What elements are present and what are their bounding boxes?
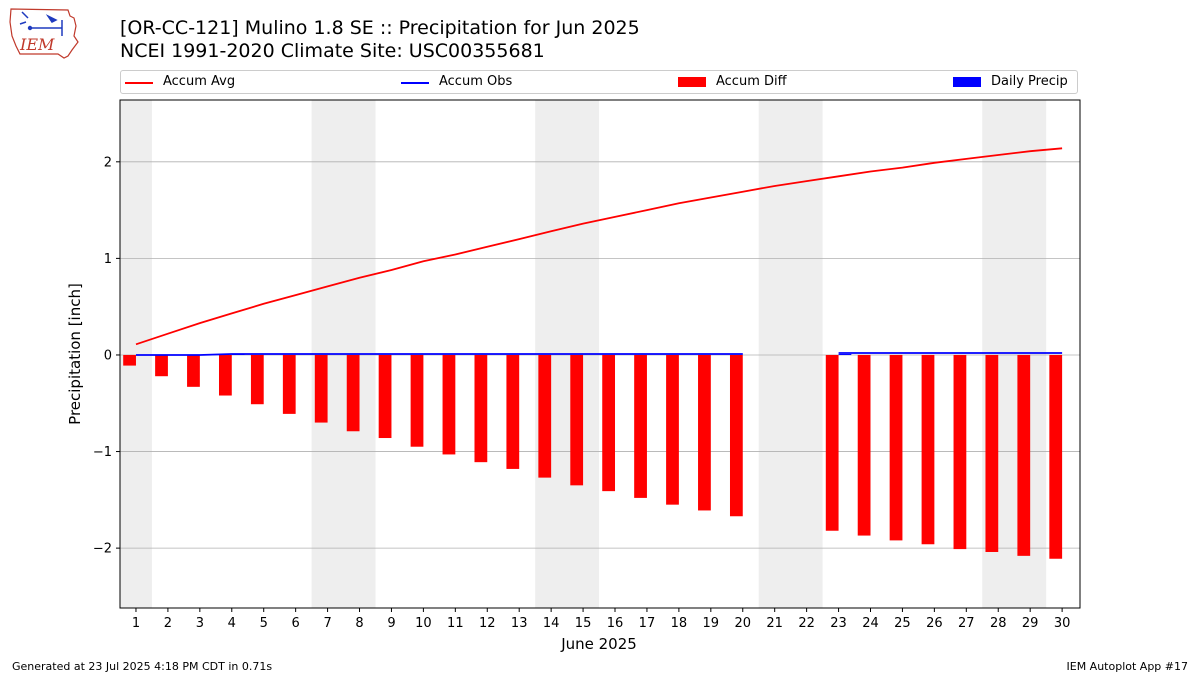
legend-item-accum-avg: Accum Avg	[125, 74, 275, 92]
legend-label-accum-obs: Accum Obs	[439, 74, 513, 89]
accum-obs-line	[136, 353, 743, 356]
x-tick-label: 17	[639, 616, 656, 631]
legend: Accum Avg Accum Obs Accum Diff Daily Pre…	[120, 70, 1078, 94]
legend-swatch-accum-obs	[401, 82, 429, 84]
x-tick-label: 28	[990, 616, 1007, 631]
x-tick-label: 26	[926, 616, 943, 631]
x-tick-label: 19	[703, 616, 720, 631]
y-tick-label: 1	[104, 252, 112, 267]
footer-app: IEM Autoplot App #17	[1066, 660, 1189, 673]
footer-generated: Generated at 23 Jul 2025 4:18 PM CDT in …	[12, 660, 273, 673]
x-tick-label: 27	[958, 616, 975, 631]
accum-diff-bar	[155, 354, 168, 377]
legend-label-accum-diff: Accum Diff	[716, 74, 787, 89]
x-tick-label: 3	[196, 616, 204, 631]
legend-swatch-accum-avg	[125, 82, 153, 84]
x-axis-label: June 2025	[560, 635, 637, 653]
x-tick-label: 20	[734, 616, 751, 631]
x-tick-label: 13	[511, 616, 528, 631]
accum-diff-bar	[506, 354, 520, 469]
accum-diff-bar	[889, 354, 903, 541]
x-axis: 1 2 3 4 5 6 7 8 9 10 11 12 13 14 15 16 17 18 19 20 21 22 23 24 2…	[132, 608, 1071, 631]
y-tick-label: 0	[104, 348, 112, 363]
x-tick-label: 25	[894, 616, 911, 631]
accum-avg-line	[135, 147, 1063, 346]
chart-title: [OR-CC-121] Mulino 1.8 SE :: Precipitati…	[120, 17, 640, 39]
x-tick-label: 10	[415, 616, 432, 631]
x-tick-label: 23	[830, 616, 847, 631]
accum-diff-bar	[219, 354, 232, 396]
accum-diff-bar	[123, 354, 136, 366]
legend-item-daily-precip: Daily Precip	[953, 74, 1075, 92]
x-tick-label: 6	[292, 616, 300, 631]
x-tick-label: 18	[671, 616, 688, 631]
accum-diff-bar	[1049, 354, 1063, 559]
accum-diff-bar	[666, 354, 679, 505]
iem-logo-graphic: IEM	[9, 8, 79, 59]
y-tick-label: −2	[93, 542, 112, 557]
accum-diff-bar	[250, 354, 264, 405]
accum-diff-bar	[634, 354, 647, 498]
x-tick-label: 30	[1054, 616, 1071, 631]
accum-diff-bar	[1017, 354, 1031, 556]
x-tick-label: 5	[260, 616, 268, 631]
accum-diff-bar	[282, 354, 296, 414]
x-tick-label: 9	[387, 616, 395, 631]
legend-label-daily-precip: Daily Precip	[991, 74, 1068, 89]
x-tick-label: 24	[862, 616, 879, 631]
accum-diff-bar	[474, 354, 488, 463]
x-tick-label: 8	[355, 616, 363, 631]
accum-diff-bar	[921, 354, 935, 545]
x-tick-label: 2	[164, 616, 172, 631]
y-axis-label: Precipitation [inch]	[66, 283, 84, 425]
y-axis: −2 −1 0 1 2	[93, 155, 120, 557]
accum-diff-bar	[857, 354, 871, 536]
accum-diff-bar	[602, 354, 616, 492]
accum-diff-bar	[729, 354, 743, 517]
x-tick-label: 4	[228, 616, 236, 631]
accum-diff-bar	[953, 354, 967, 550]
y-tick-label: 2	[104, 155, 112, 170]
accum-diff-bar	[985, 354, 999, 552]
x-tick-label: 12	[479, 616, 496, 631]
x-tick-label: 29	[1022, 616, 1039, 631]
daily-precip-bar	[838, 354, 852, 355]
x-tick-label: 1	[132, 616, 140, 631]
accum-diff-bar	[442, 354, 456, 455]
plot-frame	[119, 99, 1081, 609]
legend-label-accum-avg: Accum Avg	[163, 74, 236, 89]
x-tick-label: 11	[447, 616, 464, 631]
x-tick-label: 15	[575, 616, 592, 631]
accum-diff-bar	[570, 354, 584, 486]
chart-subtitle: NCEI 1991-2020 Climate Site: USC00355681	[120, 40, 545, 62]
accum-diff-bar	[538, 354, 552, 478]
series-lines	[135, 147, 1063, 356]
accum-diff-bar	[378, 354, 392, 439]
weekend-band	[758, 100, 823, 608]
legend-swatch-accum-diff	[678, 77, 706, 87]
weekend-band	[120, 100, 152, 608]
iem-logo: IEM	[8, 6, 82, 60]
legend-swatch-daily-precip	[953, 77, 981, 87]
x-tick-label: 14	[543, 616, 560, 631]
legend-item-accum-obs: Accum Obs	[401, 74, 551, 92]
accum-diff-bar	[346, 354, 360, 432]
accum-diff-bar	[410, 354, 424, 447]
x-tick-label: 22	[798, 616, 815, 631]
accum-diff-bars	[123, 354, 1063, 559]
grid-lines	[120, 161, 1080, 549]
legend-item-accum-diff: Accum Diff	[678, 74, 828, 92]
x-tick-label: 21	[766, 616, 783, 631]
accum-diff-bar	[825, 354, 839, 531]
logo-text: IEM	[19, 35, 55, 54]
accum-diff-bar	[187, 354, 200, 387]
x-tick-label: 16	[607, 616, 624, 631]
x-tick-label: 7	[323, 616, 331, 631]
y-tick-label: −1	[93, 445, 112, 460]
accum-diff-bar	[314, 354, 328, 423]
accum-diff-bar	[698, 354, 711, 511]
